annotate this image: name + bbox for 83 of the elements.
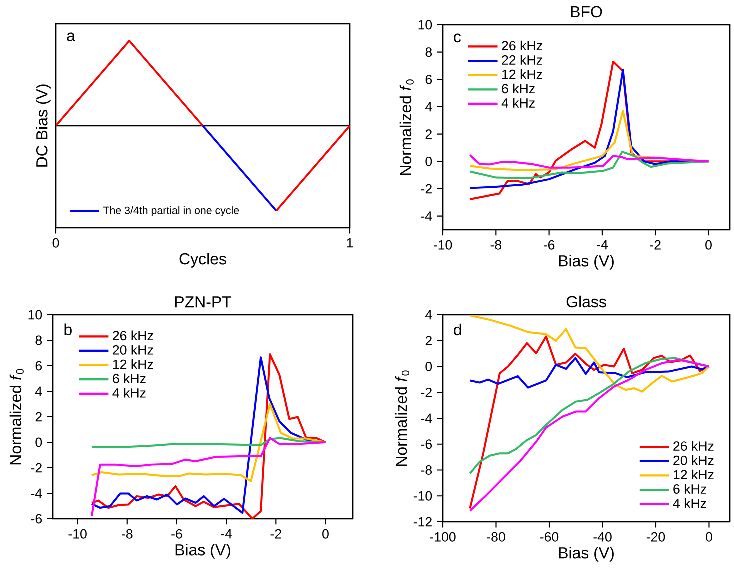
x-tick-label: 0 [706,532,712,542]
x-tick-label: -10 [434,240,452,250]
legend-label: 26 kHz [674,441,714,452]
legend-label: 4 kHz [112,388,146,398]
legend-label: 12 kHz [113,359,154,370]
y-tick-label: 2 [426,336,432,346]
legend-label: 6 kHz [502,84,535,94]
y-tick-label: -2 [421,388,432,398]
x-axis-title: Bias (V) [176,544,230,559]
legend-label: 4 kHz [502,98,535,108]
annotation: c [454,34,462,43]
x-tick-label: -100 [430,532,456,542]
y-tick-label: 4 [426,310,432,320]
x-tick-label: -8 [122,529,133,539]
legend-label: 20 kHz [113,345,154,355]
y-tick-label: -8 [421,466,432,475]
y-axis-title: Normalized f$_{0}$ [10,369,24,465]
x-tick-label: -10 [68,529,87,539]
y-tick-label: -4 [421,212,432,221]
y-tick-label: 4 [36,386,42,396]
x-tick-label: -4 [221,529,232,539]
chart-title: BFO [571,6,602,18]
x-tick-label: 0 [322,529,329,539]
legend-label: 12 kHz [502,70,542,80]
chart-title: Glass [566,296,606,308]
y-tick-label: 0 [36,438,42,448]
y-tick-label: -6 [31,514,42,524]
legend-label: 4 kHz [673,498,706,508]
y-tick-label: -12 [414,517,432,527]
y-tick-label: -6 [421,440,432,450]
x-tick-label: -2 [270,529,282,539]
x-axis-title: Cycles [180,253,226,268]
y-axis-title: Normalized f$_{0}$ [395,370,410,466]
legend-label: 6 kHz [674,484,706,494]
y-tick-label: 0 [426,156,432,166]
y-axis-title: DC Bias (V) [36,84,51,167]
y-tick-label: -4 [421,414,432,424]
x-tick-label: -2 [650,240,661,250]
x-axis-title: Bias (V) [559,547,614,562]
x-tick-label: 0 [52,238,60,248]
line-series [469,151,710,180]
annotation: b [64,324,72,336]
y-tick-label: -4 [31,488,42,498]
legend-label: 26 kHz [502,40,542,51]
legend-label: 26 kHz [113,330,154,341]
legend-label: The 3/4th partial in one cycle [103,206,240,216]
y-tick-label: 2 [426,130,432,139]
x-tick-label: -6 [172,529,182,539]
x-tick-label: -4 [597,240,608,250]
y-tick-label: 0 [426,362,432,372]
legend-label: 12 kHz [674,470,714,480]
line-series [469,315,710,393]
x-tick-label: -80 [487,532,506,542]
y-tick-label: 6 [426,74,432,84]
y-tick-label: 8 [426,48,432,58]
y-tick-label: 10 [418,20,432,30]
y-tick-label: -10 [414,491,432,501]
chart-title: PZN-PT [175,296,232,308]
x-axis-title: Bias (V) [559,255,614,270]
legend-label: 22 kHz [502,55,542,65]
y-tick-label: -2 [31,463,42,473]
x-tick-label: -6 [544,240,555,250]
y-tick-label: 2 [36,412,42,422]
x-tick-label: -60 [540,532,559,542]
y-tick-label: 4 [426,102,432,112]
x-tick-label: -8 [490,240,502,250]
y-tick-label: 8 [36,336,42,346]
x-tick-label: -20 [646,532,666,542]
annotation: a [67,32,76,42]
line-series [90,437,327,518]
x-tick-label: -40 [594,532,612,542]
annotation: d [454,324,462,336]
y-tick-label: -2 [421,184,432,194]
line-series [90,403,327,482]
x-tick-label: 0 [706,240,712,250]
line-series [469,154,710,169]
legend-label: 20 kHz [674,456,714,466]
y-tick-label: 6 [36,361,42,371]
line-series [90,437,327,448]
x-tick-label: 1 [347,238,354,248]
legend-label: 6 kHz [113,374,146,384]
y-axis-title: Normalized f$_{0}$ [400,80,414,176]
y-tick-label: 10 [28,310,42,320]
